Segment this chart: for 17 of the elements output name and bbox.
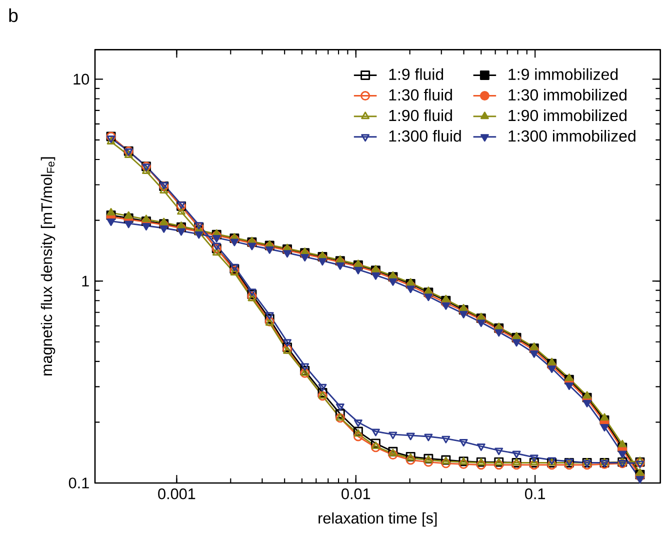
y-tick-label: 10 [74, 74, 90, 85]
y-axis-title: magnetic flux density [mT/mol$_{Fe}$] [40, 157, 56, 376]
text: b [9, 8, 18, 22]
x-tick-label: 0.1 [525, 488, 545, 500]
legend-label: 1:9 fluid [389, 68, 444, 80]
y-tick-label: 0.1 [68, 478, 89, 488]
x-tick-label: 0.001 [158, 488, 196, 500]
legend-label: 1:300 immobilized [508, 130, 636, 142]
y-tick-label: 1 [82, 276, 89, 286]
legend-label: 1:30 fluid [389, 88, 452, 101]
legend-label: 1:90 immobilized [508, 109, 626, 122]
legend-label: 1:9 immobilized [508, 68, 618, 80]
x-tick-label: 0.01 [342, 488, 370, 500]
legend-label: 1:300 fluid [389, 130, 461, 142]
legend-label: 1:30 immobilized [508, 88, 626, 101]
x-axis-title: relaxation time [s] [318, 512, 437, 527]
legend-label: 1:90 fluid [389, 109, 452, 122]
